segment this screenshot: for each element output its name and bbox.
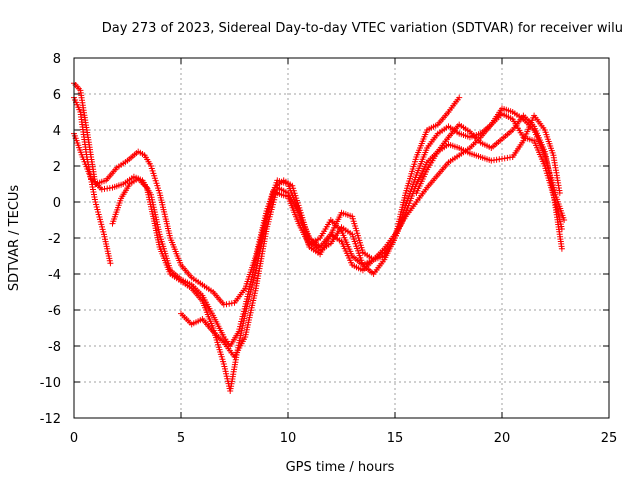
x-tick-label: 10 <box>280 431 297 446</box>
data-point <box>107 260 114 267</box>
y-tick-label: -4 <box>48 268 61 283</box>
data-point <box>561 217 568 223</box>
y-tick-label: 6 <box>53 88 61 103</box>
axis-ticks: -12 -10 -8 -6 -4 -2 0 2 4 6 8 0 5 10 15 20 25 <box>40 52 618 446</box>
y-tick-label: -10 <box>40 376 61 391</box>
x-tick-label: 20 <box>494 431 511 446</box>
y-tick-label: -6 <box>48 304 61 319</box>
plot-frame <box>73 57 610 419</box>
x-tick-label: 5 <box>177 431 185 446</box>
data-layer <box>71 80 568 394</box>
y-tick-label: 2 <box>53 160 61 175</box>
chart-title: Day 273 of 2023, Sidereal Day-to-day VTE… <box>102 21 623 36</box>
data-point <box>556 190 563 196</box>
series-track-2 <box>71 94 114 267</box>
x-tick-label: 0 <box>70 431 78 446</box>
series-track-6 <box>413 112 565 252</box>
y-tick-label: 0 <box>53 196 61 211</box>
y-tick-label: 8 <box>53 52 61 67</box>
y-axis-label: SDTVAR / TECUs <box>7 185 22 292</box>
data-point <box>456 94 463 101</box>
y-tick-label: -12 <box>40 412 61 427</box>
y-tick-label: 4 <box>53 124 61 139</box>
x-axis-label: GPS time / hours <box>286 460 395 475</box>
x-tick-label: 25 <box>601 431 618 446</box>
y-tick-label: -8 <box>48 340 61 355</box>
data-point <box>558 245 565 252</box>
x-tick-label: 15 <box>387 431 404 446</box>
y-tick-label: -2 <box>48 232 61 247</box>
